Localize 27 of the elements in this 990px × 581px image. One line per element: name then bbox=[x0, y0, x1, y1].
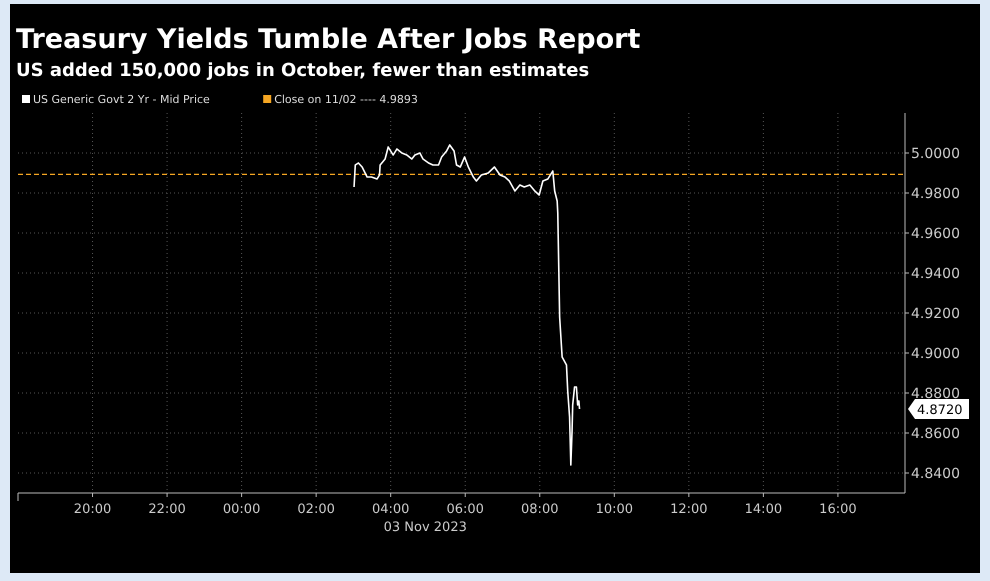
x-tick-label: 20:00 bbox=[74, 502, 112, 517]
x-tick-label: 08:00 bbox=[521, 502, 558, 517]
y-tick-label: 4.8800 bbox=[911, 386, 960, 402]
y-tick-label: 5.0000 bbox=[911, 146, 960, 162]
x-axis-title: 03 Nov 2023 bbox=[384, 520, 467, 535]
x-tick-label: 06:00 bbox=[446, 502, 484, 517]
y-tick-label: 4.9200 bbox=[911, 306, 960, 322]
x-tick-label: 14:00 bbox=[744, 502, 782, 517]
x-tick-label: 22:00 bbox=[148, 502, 186, 517]
x-tick-label: 16:00 bbox=[819, 502, 857, 517]
text: 4.8720 bbox=[917, 403, 962, 418]
chart-subtitle: US added 150,000 jobs in October, fewer than estimates bbox=[16, 60, 590, 81]
y-tick-label: 4.9000 bbox=[911, 346, 960, 362]
legend-label: US Generic Govt 2 Yr - Mid Price bbox=[33, 93, 210, 106]
chart-title: Treasury Yields Tumble After Jobs Report bbox=[16, 24, 640, 55]
x-tick-label: 00:00 bbox=[222, 502, 260, 517]
x-tick-label: 04:00 bbox=[372, 502, 410, 517]
x-tick-label: 10:00 bbox=[596, 502, 634, 517]
x-tick-label: 12:00 bbox=[670, 502, 708, 517]
y-tick-label: 4.9400 bbox=[911, 266, 960, 282]
x-tick-label: 02:00 bbox=[297, 502, 335, 517]
legend-label: Close on 11/02 ---- 4.9893 bbox=[274, 93, 418, 106]
y-tick-label: 4.9600 bbox=[911, 226, 960, 242]
y-tick-label: 4.8600 bbox=[911, 426, 960, 442]
y-tick-label: 4.9800 bbox=[911, 186, 960, 202]
line-series bbox=[353, 144, 580, 466]
y-tick-label: 4.8400 bbox=[911, 466, 960, 482]
